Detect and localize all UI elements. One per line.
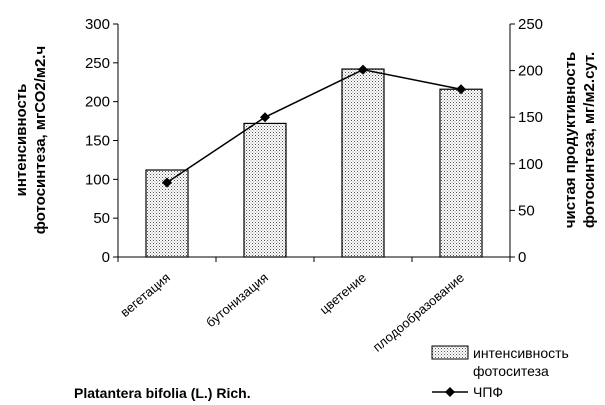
right-axis-title-line-1: чистая продуктивность — [562, 52, 579, 228]
legend-line-label: ЧПФ — [473, 384, 503, 400]
x-category-label: бутонизация — [203, 270, 271, 330]
chart-caption: Platantera bifolia (L.) Rich. — [74, 385, 251, 401]
left-tick-label: 200 — [85, 94, 110, 111]
right-axis-title-line-2: фотосинтеза, мг/м2.сут. — [581, 52, 598, 228]
right-tick-label: 200 — [518, 63, 543, 80]
x-category-label: цветение — [317, 270, 369, 317]
chpf-point-3 — [358, 64, 368, 75]
right-tick-label: 250 — [518, 16, 543, 33]
left-tick-label: 100 — [85, 171, 110, 188]
chpf-line — [166, 68, 462, 184]
left-tick-label: 300 — [85, 16, 110, 33]
left-tick-label: 0 — [102, 249, 110, 266]
left-tick-label: 50 — [93, 210, 110, 227]
legend-bar-label-line-1: интенсивность — [473, 345, 569, 361]
legend-bar-swatch — [431, 345, 469, 360]
bar-3 — [341, 68, 385, 258]
legend-line-marker — [445, 387, 455, 397]
right-tick-label: 0 — [518, 249, 526, 266]
left-tick-label: 250 — [85, 55, 110, 72]
left-axis-title-line-2: фотосинтеза, мгСО2/м2.ч — [32, 46, 49, 234]
right-tick-label: 100 — [518, 156, 543, 173]
chpf-point-4 — [456, 84, 466, 95]
legend: интенсивность фотоситеза ЧПФ — [431, 345, 569, 400]
legend-bar-label-line-2: фотоситеза — [473, 363, 549, 379]
chpf-point-2 — [260, 112, 270, 123]
bar-2 — [243, 122, 287, 258]
chpf-point-1 — [162, 177, 172, 188]
bar-4 — [439, 88, 483, 258]
x-category-label: плодообразование — [370, 270, 467, 355]
right-tick-label: 50 — [518, 202, 535, 219]
x-category-label: вегетация — [117, 270, 173, 320]
left-axis-title-line-1: интенсивность — [13, 84, 30, 197]
left-tick-label: 150 — [85, 133, 110, 150]
right-tick-label: 150 — [518, 109, 543, 126]
bar-1 — [145, 169, 189, 258]
